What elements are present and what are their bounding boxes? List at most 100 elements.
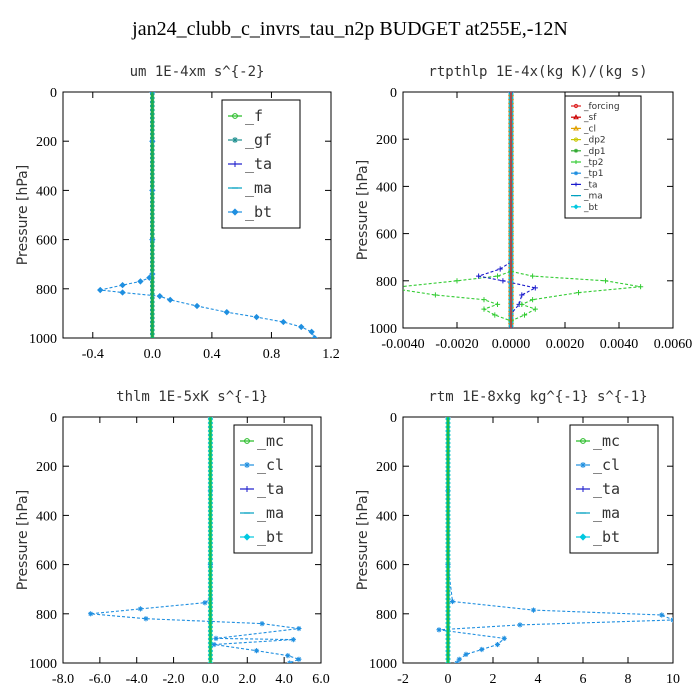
legend-item: _bt [571,203,598,213]
legend-item: _ta [240,480,284,498]
legend-item: _mc [240,432,284,450]
legend-item: _dp2 [571,136,606,146]
legend-label: _mc [257,432,284,450]
y-tick-label: 800 [376,608,397,623]
legend-item: _f [228,107,263,125]
y-tick-label: 1000 [29,332,57,347]
legend-item: _gf [228,131,272,149]
legend-label: _mc [593,432,620,450]
data-point [287,660,293,663]
chart-panel-4: rtm 1E-8xkg kg^{-1} s^{-1} Pressure [hPa]… [355,389,680,687]
y-tick-label: 200 [376,133,397,148]
x-tick-label: -6.0 [89,672,111,687]
legend-item: _bt [240,528,284,546]
x-tick-label: -2 [397,672,409,687]
legend-label: _sf [583,113,597,123]
legend: _forcing_sf_cl _dp2_dp1_tp2_tp1_ta _ma_bt [564,95,642,219]
legend-label: _ta [245,155,272,173]
data-point [532,285,538,291]
data-point [500,278,506,284]
y-tick-label: 800 [36,608,57,623]
x-tick-label: 8 [625,672,632,687]
y-axis-label: Pressure [hPa] [15,165,31,265]
data-point [285,653,291,659]
data-point [501,635,507,641]
x-tick-label: 6.0 [312,672,330,687]
x-tick-label: 6 [580,672,587,687]
legend-item: _ma [240,504,284,522]
data-point [156,293,163,300]
y-tick-label: 1000 [369,322,397,337]
y-tick-label: 200 [36,460,57,475]
y-tick-label: 400 [376,509,397,524]
x-tick-label: 4.0 [275,672,293,687]
legend-item: _mc [576,432,620,450]
y-axis-label: Pressure [hPa] [15,490,31,590]
legend-label: _ta [583,180,598,190]
data-point [296,625,302,632]
data-point [494,641,501,648]
data-point [494,273,501,279]
data-point [519,292,525,298]
legend-item: _dp1 [571,147,606,157]
data-point [211,641,217,648]
data-point [298,323,305,331]
data-point [454,660,460,663]
legend-label: _ta [257,480,284,498]
data-point [481,306,487,312]
y-tick-label: 200 [36,135,57,150]
chart-panel-3: thlm 1E-5xK s^{-1} Pressure [hPa] -8.0 -6.0… [15,389,330,687]
y-tick-label: 1000 [369,657,397,672]
data-point [602,278,609,284]
x-tick-label: 0.4 [203,347,221,362]
data-point [454,278,460,284]
data-point [296,656,302,662]
data-point [280,318,287,326]
x-tick-label: -0.4 [82,347,104,362]
plot-frame [402,91,674,329]
data-point [479,646,485,653]
y-tick-label: 400 [376,180,397,195]
data-point [449,598,456,605]
legend-label: _cl [257,456,284,474]
data-point [259,621,265,627]
x-tick-label: 1.2 [322,347,340,362]
data-point [476,273,482,279]
data-point [575,290,582,296]
legend-label: _dp2 [583,136,606,146]
plot-area [436,417,673,663]
series-tp2-line [403,92,514,328]
data-point [97,286,104,294]
data-point [521,312,528,318]
plot-area [88,417,302,663]
legend-label: _forcing [583,102,620,112]
data-point [119,289,126,296]
legend-item: _ta [571,180,598,190]
data-point [202,600,208,606]
data-point [137,606,143,612]
x-tick-label: -8.0 [52,672,74,687]
legend-item: _ta [228,155,272,173]
plot-frame [62,91,332,339]
data-point [253,313,260,321]
data-point [532,306,538,312]
data-point [432,292,438,298]
data-point [311,334,318,338]
chart-title: um 1E-4xm s^{-2} [130,64,265,80]
legend-item: _ma [571,192,603,202]
data-point [517,622,523,628]
legend-item: _bt [228,203,272,221]
data-point [670,617,673,623]
legend-item: _bt [576,528,620,546]
data-point [456,656,462,662]
y-tick-label: 0 [50,411,57,426]
legend-label: _bt [593,528,620,546]
data-point [530,607,537,613]
legend-label: _ta [593,480,620,498]
chart-title: thlm 1E-5xK s^{-1} [116,389,268,405]
legend-label: _tp1 [583,169,603,179]
y-tick-label: 400 [36,184,57,199]
plot-area [97,92,318,338]
series-extra-line [508,268,644,324]
